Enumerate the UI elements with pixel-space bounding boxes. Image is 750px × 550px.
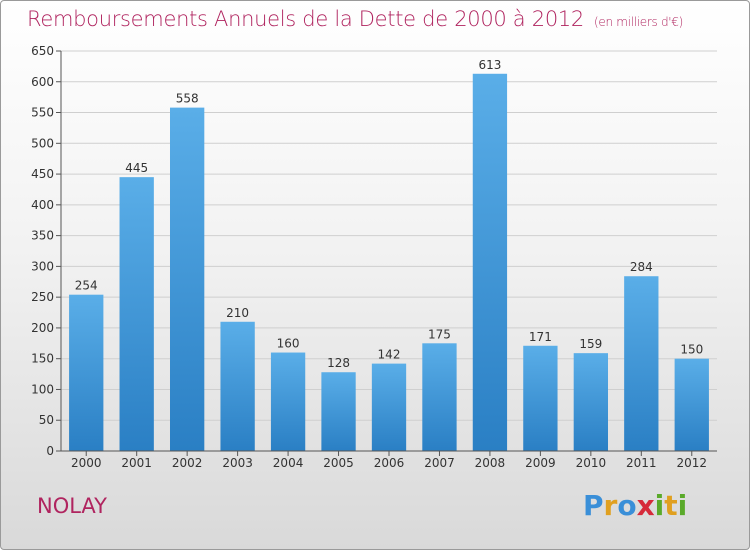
bar-value-label: 171 [529,330,552,344]
logo-letter: P [583,489,604,522]
x-tick-label: 2000 [71,456,102,470]
x-tick-label: 2010 [576,456,607,470]
x-tick-label: 2006 [374,456,405,470]
bar-value-label: 159 [579,337,602,351]
y-tick-label: 550 [31,106,54,120]
y-tick-label: 50 [39,413,54,427]
bar [371,363,407,451]
y-tick-label: 350 [31,229,54,243]
bar [119,177,154,451]
bar [169,107,205,451]
x-tick-label: 2004 [273,456,304,470]
y-tick-label: 0 [46,444,54,458]
y-tick-label: 400 [31,198,54,212]
bar [674,358,709,451]
y-tick-label: 500 [31,136,54,150]
y-tick-label: 600 [31,75,54,89]
bar-value-label: 175 [428,327,451,341]
logo-letter: i [654,489,665,522]
x-tick-label: 2003 [222,456,253,470]
bar [523,345,558,451]
bar [624,276,659,451]
logo-letter: x [636,489,655,522]
logo-letter: r [603,489,618,522]
chart-subtitle: (en milliers d'€) [594,15,684,29]
bar [321,372,356,451]
bar [69,294,104,451]
bars [69,73,709,452]
y-tick-label: 250 [31,290,54,304]
bar [220,321,255,451]
logo-letter: o [617,489,637,522]
bar-value-label: 150 [680,343,703,357]
y-tick-label: 450 [31,167,54,181]
axes: 0 50 100 150 200 250 300 350 400 450 500 550 600 650 2… [31,44,717,470]
commune-name: NOLAY [37,494,107,518]
bar [270,352,306,451]
bar [573,353,609,451]
proxiti-logo: Proxiti [583,489,687,522]
bar-value-label: 558 [176,92,199,106]
x-tick-label: 2002 [172,456,203,470]
logo-letter: i [677,489,688,522]
x-tick-label: 2005 [323,456,354,470]
y-tick-label: 150 [31,352,54,366]
logo-letter: t [664,489,678,522]
bar-value-label: 160 [277,337,300,351]
y-tick-label: 200 [31,321,54,335]
bar-value-label: 210 [226,306,249,320]
x-tick-label: 2001 [121,456,152,470]
bar-value-label: 142 [378,348,401,362]
y-tick-label: 650 [31,44,54,58]
x-tick-label: 2012 [676,456,707,470]
bar-value-label: 128 [327,356,350,370]
value-labels: 254 445 558 210 160 128 142 175 613 171 159 284 150 [75,58,703,370]
chart-title: Remboursements Annuels de la Dette de 20… [27,7,683,31]
bar [472,73,508,452]
chart-title-text: Remboursements Annuels de la Dette de 20… [27,7,584,31]
x-tick-label: 2011 [626,456,657,470]
bar [422,343,457,451]
x-tick-label: 2008 [475,456,506,470]
bar-value-label: 284 [630,260,653,274]
bar-value-label: 254 [75,279,98,293]
y-tick-label: 300 [31,259,54,273]
bar-value-label: 445 [125,161,148,175]
x-tick-label: 2009 [525,456,556,470]
y-tick-label: 100 [31,382,54,396]
bar-value-label: 613 [478,58,501,72]
x-tick-label: 2007 [424,456,455,470]
